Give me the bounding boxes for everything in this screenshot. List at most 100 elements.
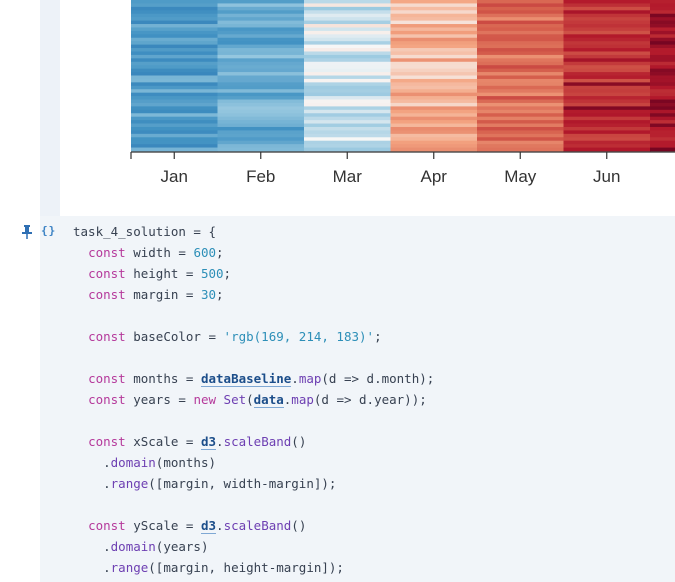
heatmap-cell xyxy=(390,41,478,46)
code-token: task_4_solution = { xyxy=(73,224,216,239)
heatmap-cell xyxy=(217,44,305,49)
heatmap-cell xyxy=(563,41,651,46)
heatmap-cell xyxy=(131,24,218,28)
code-token: const xyxy=(88,434,126,449)
heatmap-cell xyxy=(390,85,478,90)
heatmap-cell xyxy=(131,58,218,63)
heatmap-cell xyxy=(650,144,675,148)
heatmap-cell xyxy=(650,68,675,73)
code-token: range xyxy=(110,560,149,575)
code-token: ([margin, width-margin]); xyxy=(148,476,337,491)
heatmap-cell xyxy=(390,37,478,42)
heatmap-cell xyxy=(390,72,478,76)
code-token: height = xyxy=(125,266,201,281)
heatmap-cell xyxy=(131,44,218,49)
heatmap-cell xyxy=(650,54,675,59)
code-token: const xyxy=(88,371,126,386)
heatmap-cell xyxy=(131,123,218,128)
heatmap-cell xyxy=(131,17,218,21)
heatmap-cell xyxy=(131,75,218,80)
heatmap-cell xyxy=(131,92,218,97)
heatmap-cell xyxy=(217,6,305,11)
heatmap-cell xyxy=(650,116,675,121)
code-token[interactable]: d3 xyxy=(200,434,217,450)
heatmap-cell xyxy=(304,10,391,15)
heatmap-cell xyxy=(477,126,564,131)
code-cell[interactable] xyxy=(40,216,675,582)
heatmap-cell xyxy=(477,113,564,118)
heatmap-cell xyxy=(304,140,391,145)
heatmap-cell xyxy=(390,27,478,32)
heatmap-cell xyxy=(477,13,564,18)
x-tick-label: Mar xyxy=(333,167,363,186)
code-token: (d => d.year)); xyxy=(313,392,427,407)
heatmap-cell xyxy=(563,78,651,83)
heatmap-cell xyxy=(563,102,651,107)
heatmap-cell xyxy=(217,92,305,97)
heatmap-cell xyxy=(563,34,651,39)
code-token[interactable]: d3 xyxy=(200,518,217,534)
code-line: task_4_solution = { xyxy=(73,221,434,242)
code-token: years = xyxy=(125,392,194,407)
heatmap-cell xyxy=(304,106,391,111)
heatmap-cell xyxy=(563,65,651,70)
heatmap-cell xyxy=(477,30,564,35)
code-token: 600 xyxy=(193,245,217,260)
heatmap-cell xyxy=(650,147,675,152)
heatmap-cell xyxy=(650,120,675,124)
heatmap-cell xyxy=(217,116,305,121)
code-token: . xyxy=(73,476,111,491)
heatmap-cell xyxy=(217,126,305,131)
heatmap-cell xyxy=(477,130,564,135)
heatmap-cell xyxy=(131,147,218,152)
heatmap-cell xyxy=(563,27,651,32)
code-token[interactable]: dataBaseline xyxy=(200,371,292,387)
heatmap-cell xyxy=(563,75,651,80)
heatmap-cell xyxy=(563,51,651,56)
heatmap-cell xyxy=(217,27,305,32)
code-editor[interactable]: task_4_solution = { const width = 600; c… xyxy=(73,221,434,578)
heatmap-cell xyxy=(217,3,305,8)
heatmap-cell xyxy=(650,34,675,39)
heatmap-cell xyxy=(131,78,218,83)
heatmap-cell xyxy=(217,61,305,66)
heatmap-cell xyxy=(390,102,478,107)
heatmap-cell xyxy=(390,24,478,28)
heatmap-cell xyxy=(650,13,675,18)
code-line: const yScale = d3.scaleBand() xyxy=(73,515,434,536)
heatmap-cell xyxy=(477,106,564,111)
code-token: const xyxy=(88,329,126,344)
heatmap-cell xyxy=(304,54,391,59)
code-token xyxy=(73,392,88,407)
heatmap-cell xyxy=(650,133,675,138)
code-token[interactable]: data xyxy=(253,392,284,408)
heatmap-cell xyxy=(650,44,675,49)
heatmap-cell xyxy=(304,147,391,152)
heatmap-cell xyxy=(477,58,564,63)
braces-icon[interactable]: {} xyxy=(41,224,57,237)
heatmap-cell xyxy=(390,48,478,52)
heatmap-cell xyxy=(477,75,564,80)
code-token: ; xyxy=(216,287,224,302)
heatmap-cell xyxy=(390,10,478,15)
x-tick-label: Jan xyxy=(161,167,188,186)
heatmap-cell xyxy=(563,54,651,59)
heatmap-cell xyxy=(563,13,651,18)
heatmap-cell xyxy=(563,24,651,28)
heatmap-cell xyxy=(131,116,218,121)
heatmap-cell xyxy=(304,0,391,4)
heatmap-cell xyxy=(217,0,305,4)
heatmap-cell xyxy=(477,89,564,94)
heatmap-cell xyxy=(217,72,305,76)
heatmap-cell xyxy=(563,0,651,4)
heatmap-cell xyxy=(217,78,305,83)
heatmap-cell xyxy=(390,0,478,4)
code-token: margin = xyxy=(125,287,201,302)
heatmap-cell xyxy=(131,106,218,111)
heatmap-cell xyxy=(390,65,478,70)
code-token: yScale = xyxy=(125,518,201,533)
code-token: domain xyxy=(110,539,156,554)
heatmap-cell xyxy=(131,99,218,104)
heatmap-cell xyxy=(304,44,391,49)
pin-icon[interactable] xyxy=(19,224,35,240)
